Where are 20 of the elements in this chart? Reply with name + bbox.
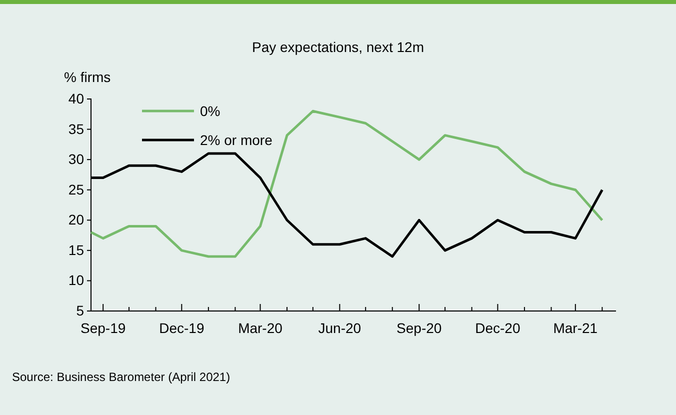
source-note: Source: Business Barometer (April 2021) [12, 370, 230, 384]
y-tick-label: 15 [68, 242, 84, 258]
y-axis-title: % firms [64, 69, 111, 85]
legend-label: 0% [200, 103, 220, 119]
y-tick-label: 40 [68, 90, 84, 106]
x-tick-label: Sep-19 [80, 320, 126, 336]
x-tick-label: Dec-19 [159, 320, 204, 336]
x-tick-label: Dec-20 [475, 320, 520, 336]
x-tick-label: Mar-20 [238, 320, 283, 336]
y-tick-label: 10 [68, 272, 84, 288]
y-tick-label: 20 [68, 212, 84, 228]
y-tick-label: 25 [68, 181, 84, 198]
y-tick-label: 30 [68, 151, 84, 168]
x-tick-label: Mar-21 [553, 320, 598, 336]
y-tick-label: 5 [76, 302, 84, 318]
x-tick-label: Sep-20 [396, 320, 442, 336]
legend-label: 2% or more [200, 132, 273, 148]
x-tick-label: Jun-20 [318, 320, 362, 336]
y-tick-label: 35 [68, 120, 84, 137]
chart-title: Pay expectations, next 12m [252, 39, 424, 55]
